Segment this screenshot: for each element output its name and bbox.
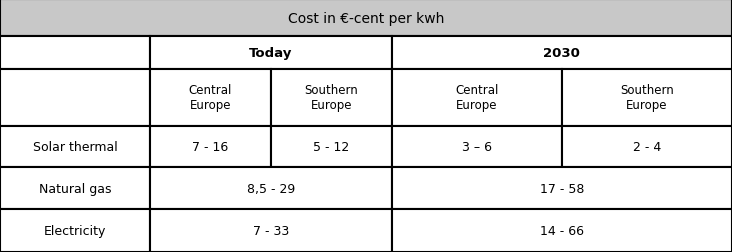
Text: Central
Europe: Central Europe [189,84,232,112]
Bar [150,126,271,168]
Bar [150,168,392,209]
Bar [0,126,150,168]
Text: 7 - 16: 7 - 16 [193,140,228,153]
Bar [0,37,150,70]
Bar [392,209,732,252]
Text: Southern
Europe: Southern Europe [620,84,673,112]
Bar [150,70,271,126]
Text: Today: Today [249,47,293,60]
Text: Electricity: Electricity [44,224,106,237]
Text: 2 - 4: 2 - 4 [632,140,661,153]
Bar [0,209,150,252]
Bar [392,37,732,70]
Bar [562,126,732,168]
Bar [271,70,392,126]
Text: Cost in €-cent per kwh: Cost in €-cent per kwh [288,12,444,26]
Text: Natural gas: Natural gas [39,182,111,195]
Bar [392,168,732,209]
Text: 7 - 33: 7 - 33 [253,224,289,237]
Text: 17 - 58: 17 - 58 [539,182,584,195]
Bar [562,70,732,126]
Bar [392,70,562,126]
Text: Southern
Europe: Southern Europe [305,84,358,112]
Text: Central
Europe: Central Europe [455,84,498,112]
Bar [392,126,562,168]
Bar [150,37,392,70]
Text: 14 - 66: 14 - 66 [539,224,584,237]
Bar [150,209,392,252]
Text: Solar thermal: Solar thermal [33,140,117,153]
Text: 2030: 2030 [543,47,580,60]
Bar [0,70,150,126]
Bar [271,126,392,168]
Text: 5 - 12: 5 - 12 [313,140,349,153]
Bar [0,168,150,209]
Text: 3 – 6: 3 – 6 [462,140,492,153]
Bar [0,0,732,37]
Text: 8,5 - 29: 8,5 - 29 [247,182,295,195]
